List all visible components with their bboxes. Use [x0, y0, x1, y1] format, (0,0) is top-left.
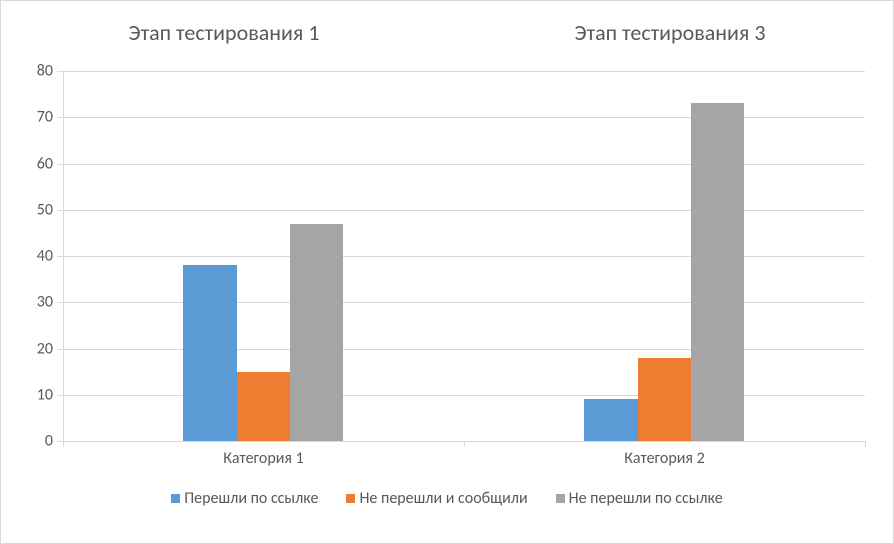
grouped-bar-chart: Этап тестирования 1Этап тестирования 301…: [0, 0, 894, 544]
y-tick-label: 50: [37, 200, 53, 219]
grid-line-y: [63, 164, 865, 165]
y-tick-label: 80: [37, 62, 53, 81]
legend-item: Не перешли по ссылке: [556, 489, 723, 508]
y-tick-label: 30: [37, 293, 53, 312]
legend-item: Не перешли и сообщили: [346, 489, 527, 508]
legend-label: Не перешли по ссылке: [569, 489, 723, 508]
grid-line-y: [63, 71, 865, 72]
y-tick-label: 60: [37, 154, 53, 173]
bar: [691, 103, 744, 441]
legend-label: Не перешли и сообщили: [359, 489, 527, 508]
chart-title-2: Этап тестирования 3: [575, 19, 766, 46]
legend-swatch: [556, 494, 565, 503]
x-tick-mark: [63, 441, 64, 447]
y-axis-line: [63, 71, 64, 441]
grid-line-y: [63, 210, 865, 211]
legend-label: Перешли по ссылке: [184, 489, 318, 508]
legend-swatch: [171, 494, 180, 503]
bar: [290, 224, 343, 441]
grid-line-y: [63, 117, 865, 118]
y-tick-label: 0: [45, 432, 53, 451]
plot-area: 01020304050607080Категория 1Категория 2: [63, 71, 865, 441]
bar: [584, 399, 637, 441]
grid-line-y: [63, 256, 865, 257]
y-tick-label: 70: [37, 108, 53, 127]
bar: [237, 372, 290, 441]
bar: [638, 358, 691, 441]
x-tick-label: Категория 1: [223, 449, 303, 468]
legend: Перешли по ссылке Не перешли и сообщили Не…: [1, 489, 893, 508]
chart-title-1: Этап тестирования 1: [129, 19, 320, 46]
legend-item: Перешли по ссылке: [171, 489, 318, 508]
y-tick-label: 40: [37, 247, 53, 266]
x-tick-mark: [464, 441, 465, 447]
x-tick-label: Категория 2: [624, 449, 704, 468]
legend-swatch: [346, 494, 355, 503]
y-tick-label: 20: [37, 339, 53, 358]
x-tick-mark: [865, 441, 866, 447]
bar: [183, 265, 236, 441]
y-tick-label: 10: [37, 385, 53, 404]
chart-titles-row: Этап тестирования 1 Этап тестирования 3: [1, 19, 893, 46]
